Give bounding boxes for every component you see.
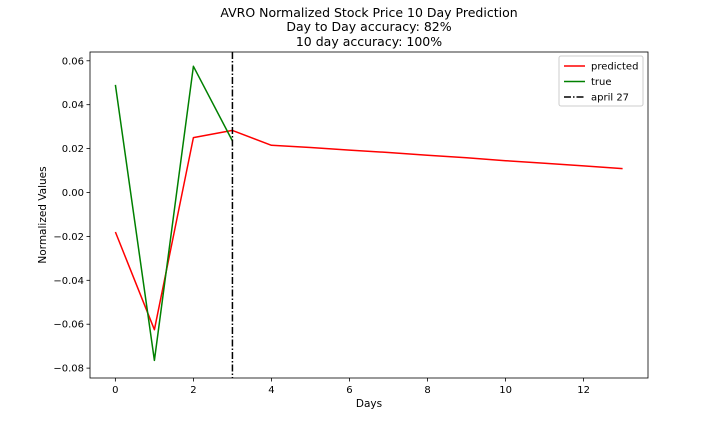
legend-box (558, 55, 644, 107)
y-tick-label: 0.06 (62, 56, 84, 67)
y-tick-label: −0.08 (53, 364, 84, 375)
chart-title-line-3: 10 day accuracy: 100% (296, 34, 442, 49)
y-tick-label: 0.02 (62, 144, 84, 155)
series-line-predicted (114, 129, 623, 331)
chart-title-line-2: Day to Day accuracy: 82% (286, 19, 451, 34)
y-axis-ticks: −0.08 −0.06 −0.04 −0.02 0.00 0.02 0.04 0.06 (53, 56, 90, 375)
legend-label-april-27: april 27 (591, 93, 629, 104)
y-tick-label: −0.04 (53, 276, 84, 287)
legend: predicted true april 27 (558, 55, 644, 107)
y-tick-label: 0.00 (62, 188, 84, 199)
y-tick-label: −0.02 (53, 232, 84, 243)
x-tick-label: 4 (268, 385, 274, 396)
chart-title: AVRO Normalized Stock Price 10 Day Predi… (220, 5, 517, 49)
x-axis-ticks: 0 2 4 6 8 10 12 (112, 378, 590, 396)
chart-title-line-1: AVRO Normalized Stock Price 10 Day Predi… (220, 5, 517, 20)
y-axis-label: Normalized Values (37, 166, 49, 263)
y-tick-label: 0.04 (62, 100, 84, 111)
x-tick-label: 2 (190, 385, 196, 396)
legend-label-true: true (591, 77, 612, 88)
plot-area (89, 51, 649, 379)
x-tick-label: 12 (577, 385, 590, 396)
legend-label-predicted: predicted (591, 62, 638, 73)
x-axis-label: Days (356, 398, 382, 410)
x-tick-label: 6 (346, 385, 352, 396)
y-tick-label: −0.06 (53, 320, 84, 331)
x-tick-label: 10 (499, 385, 512, 396)
axes-frame (89, 51, 649, 379)
x-tick-label: 0 (112, 385, 118, 396)
x-tick-label: 8 (424, 385, 430, 396)
series-line-true (114, 65, 234, 362)
